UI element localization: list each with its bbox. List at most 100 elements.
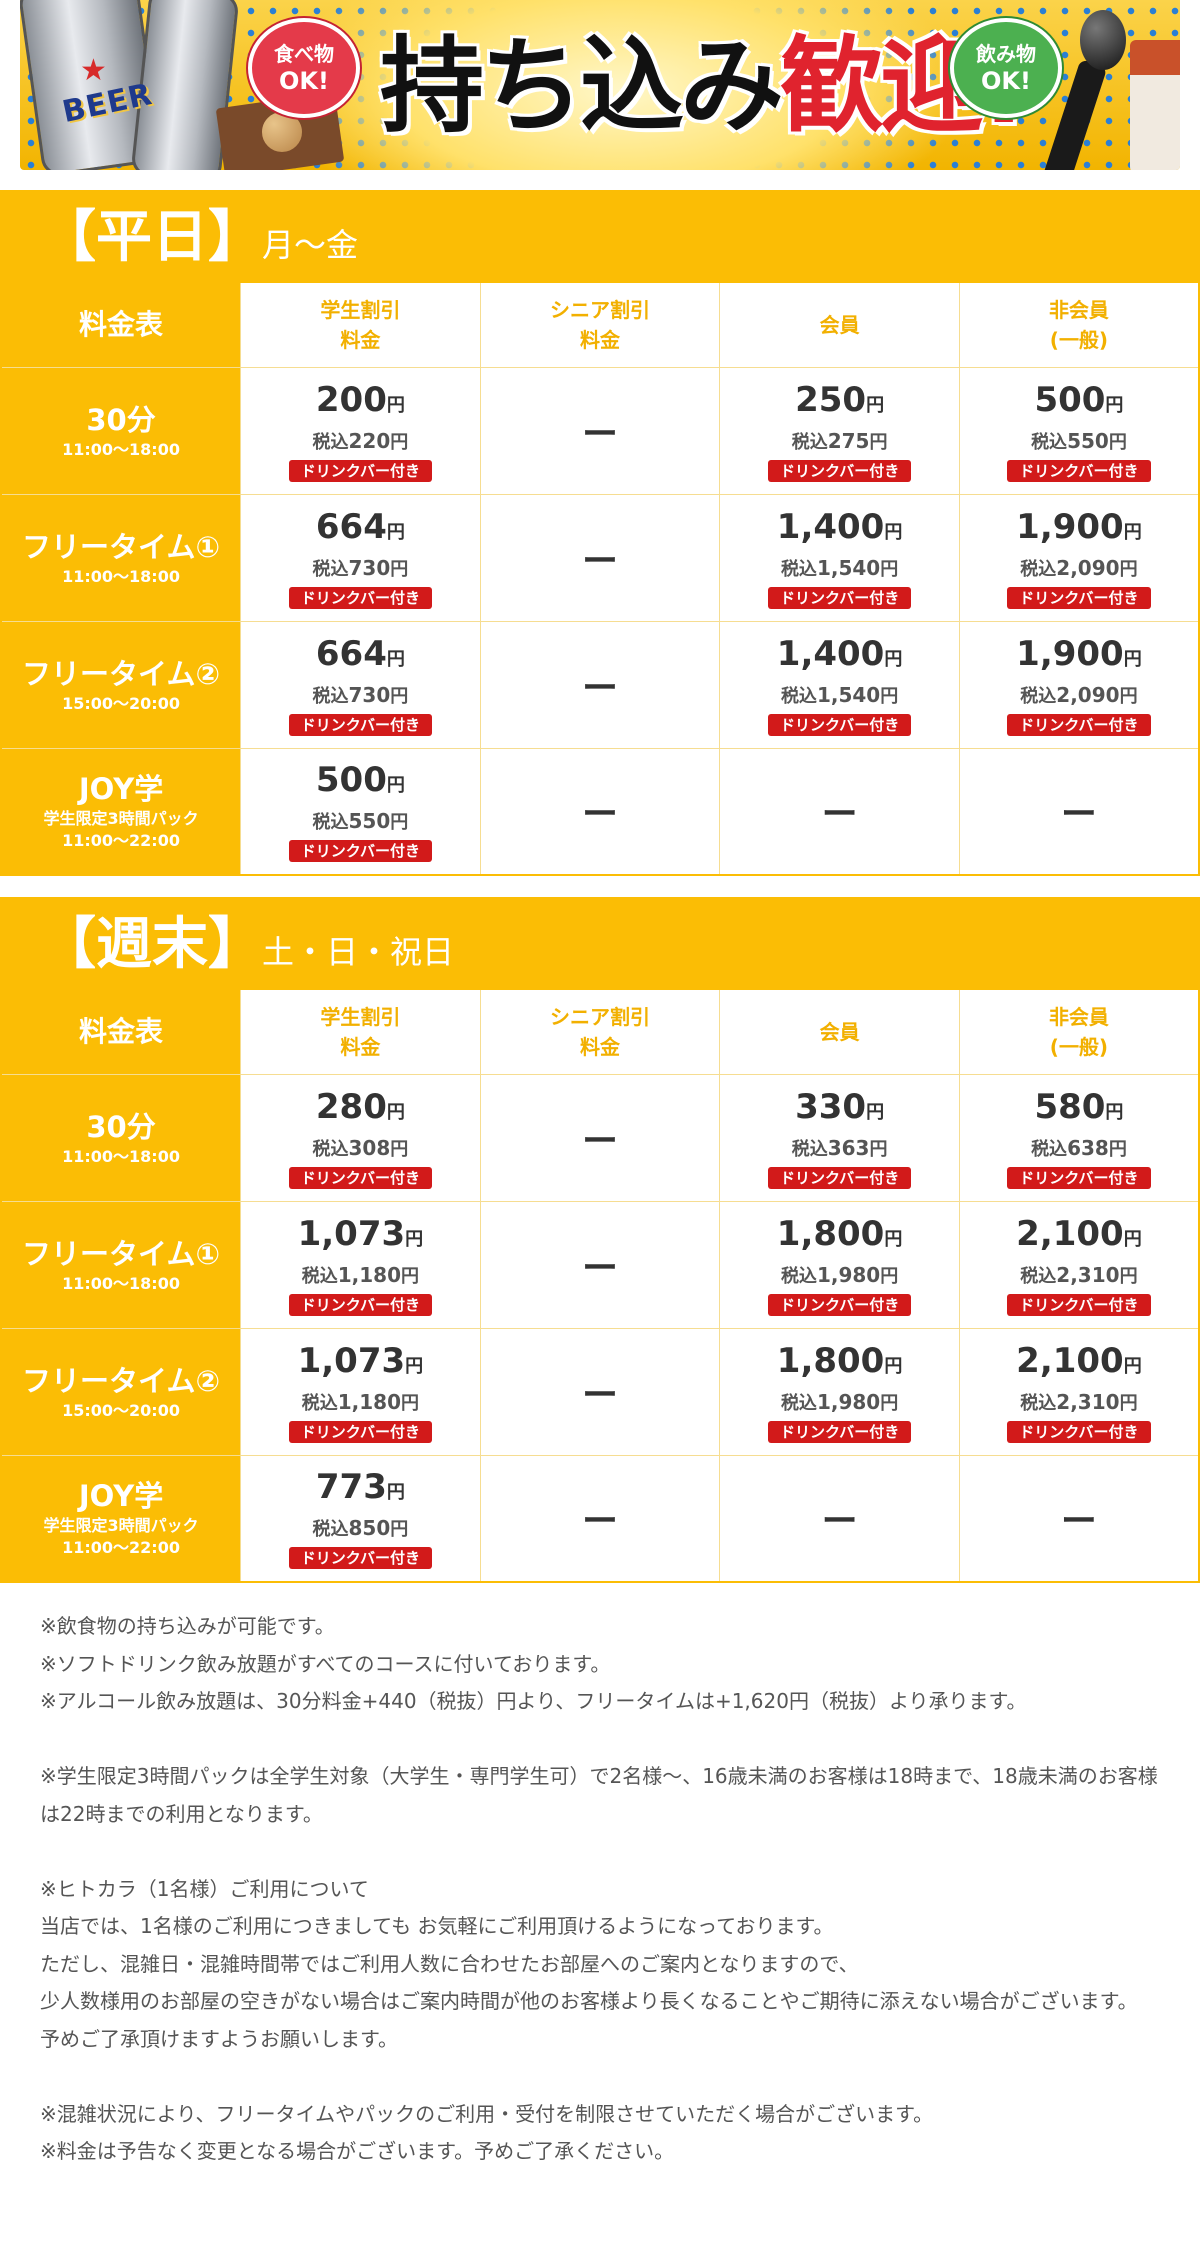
price-value: 2,100円	[960, 1214, 1198, 1260]
drink-bar-badge: ドリンクバー付き	[288, 840, 433, 863]
column-header: 会員	[719, 281, 960, 368]
drink-bar-badge: ドリンクバー付き	[1007, 459, 1151, 482]
note-line: ※学生限定3時間パックは全学生対象（大学生・専門学生可）で2名様～、16歳未満の…	[40, 1764, 1158, 1826]
yen-unit: 円	[386, 775, 405, 797]
price-cell: 2,100円 税込2,310円 ドリンクバー付き	[958, 1327, 1200, 1456]
price-tax-included: 税込1,540円	[720, 553, 959, 585]
drink-bar-badge: ドリンクバー付き	[767, 713, 912, 736]
yen-unit: 円	[405, 1228, 424, 1250]
price-cell: 664円 税込730円 ドリンクバー付き	[240, 620, 481, 749]
price-cell: 1,073円 税込1,180円 ドリンクバー付き	[240, 1327, 481, 1456]
plan-hours: 11:00～18:00	[62, 1146, 180, 1166]
column-header: 学生割引 料金	[240, 281, 481, 368]
drink-bar-badge: ドリンクバー付き	[288, 1547, 433, 1570]
price-amount: 664	[315, 506, 387, 547]
plan-hours: 15:00～20:00	[62, 693, 180, 713]
plan-cell: フリータイム② 15:00～20:00	[0, 620, 242, 749]
price-cell: 2,100円 税込2,310円 ドリンクバー付き	[958, 1200, 1200, 1329]
tax-label: 税込	[301, 1392, 338, 1414]
price-value: 500円	[241, 760, 480, 806]
yen-unit: 円	[390, 1519, 409, 1541]
plan-cell: JOY学 学生限定3時間パック 11:00～22:00	[0, 1454, 242, 1583]
column-header: シニア割引 料金	[479, 988, 721, 1075]
table-header-row: 料金表 学生割引 料金 シニア割引 料金 会員 非会員 (一般)	[0, 281, 1200, 368]
price-cell: 1,073円 税込1,180円 ドリンクバー付き	[240, 1200, 481, 1329]
yen-unit: 円	[1108, 1138, 1127, 1160]
column-header-line: 学生割引	[320, 1004, 401, 1029]
tax-amount: 1,980	[816, 1389, 881, 1414]
tax-amount: 730	[348, 682, 391, 707]
plan-cell: JOY学 学生限定3時間パック 11:00～22:00	[0, 747, 242, 876]
column-header-line: 料金表	[79, 1014, 164, 1048]
tax-amount: 1,180	[337, 1262, 402, 1287]
yen-unit: 円	[390, 558, 409, 580]
column-header-line: 料金	[579, 327, 620, 352]
column-header-line: 料金	[579, 1034, 620, 1059]
table-row: 30分 11:00～18:00 280円 税込308円 ドリンクバー付きー 330円 税込3…	[0, 1073, 1200, 1202]
column-header-line: 会員	[819, 312, 860, 337]
price-cell: 773円 税込850円 ドリンクバー付き	[240, 1454, 481, 1583]
price-table: 料金表 学生割引 料金 シニア割引 料金 会員 非会員 (一般) 30分 11:00～18:00…	[0, 281, 1200, 876]
price-tax-included: 税込363円	[720, 1133, 959, 1165]
yen-unit: 円	[1119, 1392, 1138, 1414]
drink-bar-badge: ドリンクバー付き	[288, 1293, 433, 1316]
yen-unit: 円	[1105, 1101, 1124, 1123]
star-icon: ★	[80, 53, 107, 88]
column-header-line: シニア割引	[549, 297, 650, 322]
yen-unit: 円	[884, 648, 903, 670]
price-tax-included: 税込850円	[241, 1513, 480, 1545]
drink-ok-bubble: 飲み物 OK!	[950, 18, 1062, 118]
price-tax-included: 税込550円	[960, 426, 1198, 458]
price-value: 250円	[720, 380, 959, 426]
tax-amount: 220	[348, 428, 391, 453]
price-amount: 2,100	[1016, 1340, 1124, 1381]
column-header: 料金表	[0, 988, 242, 1075]
tax-label: 税込	[1020, 685, 1057, 707]
yen-unit: 円	[884, 1228, 903, 1250]
price-amount: 580	[1034, 1086, 1106, 1127]
yen-unit: 円	[390, 431, 409, 453]
table-row: フリータイム② 15:00～20:00 664円 税込730円 ドリンクバー付きー 1,4…	[0, 620, 1200, 749]
price-tax-included: 税込308円	[241, 1133, 480, 1165]
note-line	[40, 1833, 1170, 1871]
plan-hours: 15:00～20:00	[62, 1400, 180, 1420]
price-cell: 1,400円 税込1,540円 ドリンクバー付き	[719, 493, 960, 622]
table-row: 30分 11:00～18:00 200円 税込220円 ドリンクバー付きー 250円 税込2…	[0, 366, 1200, 495]
tax-label: 税込	[312, 558, 349, 580]
not-available-dash: ー	[821, 1501, 858, 1543]
yen-unit: 円	[405, 1355, 424, 1377]
price-cell: 1,900円 税込2,090円 ドリンクバー付き	[958, 493, 1200, 622]
microphone-icon	[1080, 10, 1126, 70]
price-amount: 1,800	[776, 1340, 885, 1381]
drink-bar-badge: ドリンクバー付き	[288, 586, 433, 609]
column-header-line: 料金表	[79, 307, 164, 341]
yen-unit: 円	[1123, 1228, 1142, 1250]
bubble-line: OK!	[981, 67, 1031, 95]
price-value: 1,400円	[720, 507, 959, 553]
price-value: 580円	[960, 1087, 1198, 1133]
price-tax-included: 税込2,090円	[960, 680, 1198, 712]
plan-hours: 11:00～18:00	[62, 1273, 180, 1293]
price-value: 500円	[960, 380, 1198, 426]
price-cell: 664円 税込730円 ドリンクバー付き	[240, 493, 481, 622]
yen-unit: 円	[386, 648, 405, 670]
price-amount: 500	[1034, 379, 1106, 420]
yen-unit: 円	[866, 394, 885, 416]
drink-bar-badge: ドリンクバー付き	[288, 459, 433, 482]
tax-label: 税込	[312, 431, 349, 453]
price-cell: ー	[479, 1454, 721, 1583]
section-subtitle: 月～金	[262, 226, 359, 264]
yen-unit: 円	[880, 685, 899, 707]
plan-hours: 11:00～18:00	[62, 566, 180, 586]
promo-banner: ★ BEER 食べ物 OK! 持ち込み歓迎! 飲み物 OK!	[20, 0, 1180, 170]
yen-unit: 円	[390, 812, 409, 834]
plan-note: 学生限定3時間パック	[43, 809, 199, 829]
not-available-dash: ー	[821, 794, 858, 836]
price-tax-included: 税込1,980円	[720, 1387, 959, 1419]
drink-bar-badge: ドリンクバー付き	[767, 1420, 912, 1443]
note-line: 予めご了承頂けますようお願いします。	[40, 2026, 398, 2051]
yen-unit: 円	[869, 431, 888, 453]
price-tax-included: 税込1,540円	[720, 680, 959, 712]
price-tax-included: 税込1,180円	[241, 1260, 480, 1292]
price-value: 1,800円	[720, 1341, 959, 1387]
